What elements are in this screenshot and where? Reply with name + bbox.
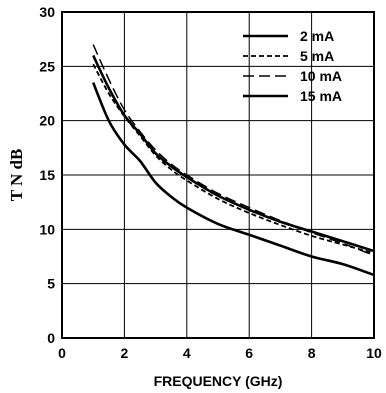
series-line bbox=[92, 54, 375, 253]
series-line bbox=[92, 44, 375, 257]
tick-labels: 0 2 4 6 8 10 0 5 10 15 20 25 30 bbox=[39, 4, 382, 361]
grid bbox=[62, 12, 374, 338]
y-axis-label: T N dB bbox=[7, 149, 26, 202]
x-tick-label: 4 bbox=[183, 345, 191, 361]
y-tick-label: 5 bbox=[47, 276, 55, 292]
series-lines bbox=[91, 44, 375, 277]
x-tick-label: 0 bbox=[58, 345, 66, 361]
series-line bbox=[91, 82, 375, 277]
plot-frame bbox=[61, 11, 375, 339]
y-tick-label: 25 bbox=[39, 58, 55, 74]
y-tick-label: 0 bbox=[47, 330, 55, 346]
y-tick-label: 20 bbox=[39, 113, 55, 129]
legend-label: 10 mA bbox=[300, 68, 342, 84]
legend-label: 15 mA bbox=[300, 88, 342, 104]
y-tick-label: 15 bbox=[39, 167, 55, 183]
legend-label: 5 mA bbox=[300, 48, 334, 64]
x-tick-label: 10 bbox=[366, 345, 382, 361]
x-axis-label: FREQUENCY (GHz) bbox=[154, 373, 283, 389]
x-tick-label: 2 bbox=[121, 345, 129, 361]
series-line bbox=[92, 63, 375, 255]
legend: 2 mA 5 mA 10 mA 15 mA bbox=[243, 28, 342, 104]
x-tick-label: 8 bbox=[308, 345, 316, 361]
x-tick-label: 6 bbox=[245, 345, 253, 361]
y-tick-label: 10 bbox=[39, 221, 55, 237]
y-tick-label: 30 bbox=[39, 4, 55, 20]
legend-label: 2 mA bbox=[300, 28, 334, 44]
